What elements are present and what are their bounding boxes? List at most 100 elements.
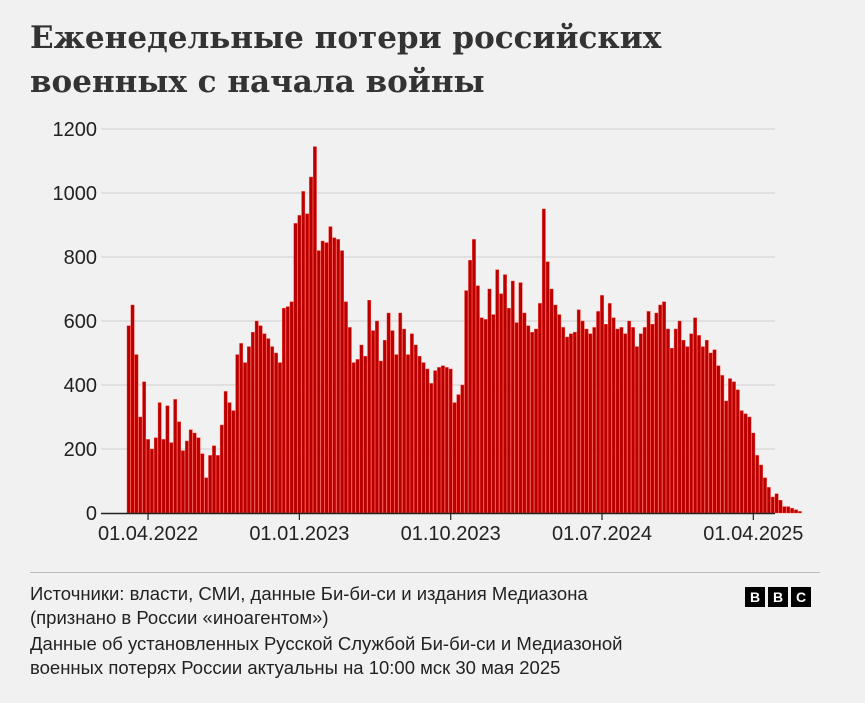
bar-week-100	[510, 280, 515, 514]
bar-week-7	[150, 448, 154, 514]
bar-week-122	[596, 311, 600, 514]
bar-week-121	[592, 327, 597, 514]
bar-week-98	[503, 274, 507, 514]
bar-week-89	[468, 260, 472, 514]
bar-week-115	[569, 333, 573, 514]
bbc-logo: B B C	[745, 587, 811, 607]
bar-week-50	[316, 250, 321, 514]
bar-week-87	[460, 384, 465, 514]
bar-week-133	[638, 333, 643, 514]
bar-week-148	[697, 335, 701, 514]
bar-week-152	[712, 349, 717, 514]
bar-week-56	[340, 250, 344, 514]
bbc-logo-block-2: B	[768, 587, 788, 607]
bar-week-95	[491, 314, 496, 514]
bar-week-38	[270, 346, 275, 514]
bar-week-128	[619, 327, 624, 514]
bar-week-149	[701, 346, 705, 514]
bar-week-71	[398, 312, 403, 514]
bar-week-83	[444, 367, 449, 514]
bar-week-166	[767, 487, 771, 514]
bar-week-46	[301, 191, 306, 514]
y-tick-label-1200: 1200	[53, 119, 98, 141]
y-tick-label-1000: 1000	[53, 183, 98, 205]
bar-week-154	[720, 375, 725, 514]
bar-week-53	[328, 226, 333, 514]
bar-week-82	[441, 365, 445, 514]
bar-week-66	[379, 360, 383, 514]
x-tick-label-4: 01.07.2024	[552, 523, 652, 545]
bar-week-174	[798, 511, 802, 514]
bar-week-151	[708, 352, 713, 514]
bar-week-72	[402, 328, 406, 514]
bar-week-67	[382, 340, 387, 514]
bar-week-127	[615, 328, 620, 514]
bbc-logo-block-1: B	[745, 587, 765, 607]
bar-week-2	[130, 304, 135, 514]
bar-week-39	[274, 352, 278, 514]
bar-week-47	[305, 213, 309, 514]
bar-week-15	[181, 450, 185, 514]
bar-week-29	[235, 354, 240, 514]
bar-week-160	[743, 413, 748, 514]
footer-divider	[30, 572, 820, 573]
bar-week-93	[483, 319, 488, 514]
bar-week-168	[774, 493, 779, 514]
bar-week-78	[425, 368, 430, 514]
bar-week-130	[627, 320, 632, 514]
x-tick-labels: 01.04.2022 01.01.2023 01.10.2023 01.07.2024…	[98, 523, 803, 545]
bars	[126, 146, 802, 514]
bar-week-60	[355, 359, 360, 514]
bar-week-129	[623, 333, 628, 514]
bar-week-63	[367, 300, 372, 514]
y-tick-labels: 0 200 400 600 800 1000 1200	[53, 119, 98, 525]
bar-week-155	[724, 400, 729, 514]
bar-week-30	[239, 343, 244, 514]
bar-week-49	[313, 146, 317, 514]
bar-week-107	[538, 303, 542, 514]
bar-week-8	[153, 437, 158, 514]
bar-week-74	[410, 333, 414, 514]
bar-week-65	[375, 320, 379, 514]
bar-week-68	[386, 312, 391, 514]
bar-week-54	[332, 237, 337, 514]
bar-week-44	[293, 223, 298, 514]
bar-week-104	[526, 325, 531, 514]
bar-week-99	[507, 308, 511, 514]
bar-week-159	[739, 410, 744, 514]
bar-week-33	[250, 332, 255, 514]
bar-week-13	[173, 399, 178, 514]
x-tick-label-2: 01.01.2023	[249, 523, 349, 545]
bar-week-6	[146, 439, 150, 514]
bar-week-120	[588, 333, 593, 514]
data-note-line: Данные об установленных Русской Службой …	[30, 633, 623, 654]
bar-week-132	[635, 346, 639, 514]
bar-week-146	[689, 333, 694, 514]
bar-week-1	[126, 325, 131, 514]
bar-week-17	[188, 429, 193, 514]
bar-week-110	[549, 288, 554, 514]
bar-week-57	[344, 301, 348, 514]
bar-week-75	[413, 344, 418, 514]
bar-week-158	[735, 389, 740, 514]
bar-week-172	[790, 508, 794, 514]
bar-week-16	[184, 440, 189, 514]
bar-week-136	[650, 324, 655, 514]
bar-week-28	[231, 410, 236, 514]
bar-week-41	[282, 308, 286, 514]
bar-week-80	[433, 370, 438, 514]
bar-week-62	[363, 356, 368, 514]
bar-week-3	[134, 354, 139, 514]
bar-week-161	[747, 416, 752, 514]
bar-week-23	[212, 445, 216, 514]
bar-week-147	[693, 317, 697, 514]
bar-week-9	[157, 402, 162, 514]
source-line: Источники: власти, СМИ, данные Би-би-си …	[30, 583, 588, 604]
y-tick-label-200: 200	[64, 439, 97, 461]
bar-week-35	[258, 325, 263, 514]
bar-week-113	[561, 327, 566, 514]
bar-week-76	[417, 356, 422, 514]
bar-week-64	[371, 330, 375, 514]
bar-week-173	[794, 509, 798, 514]
bar-week-150	[704, 340, 709, 514]
